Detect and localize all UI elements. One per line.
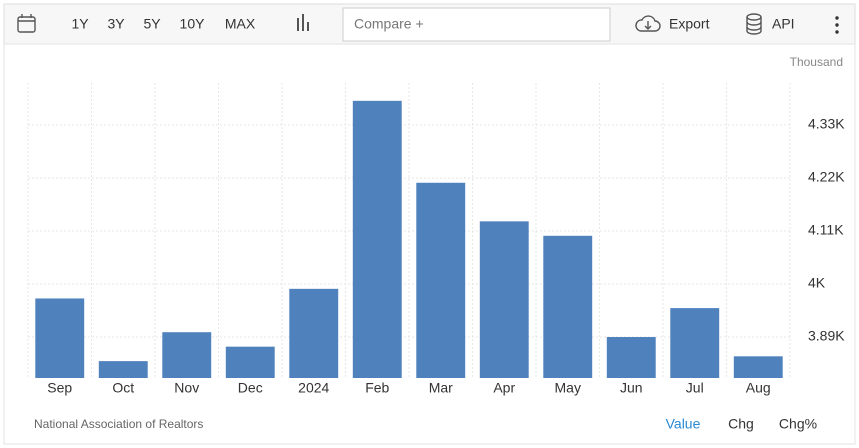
calendar-icon[interactable] xyxy=(17,14,36,33)
chart-frame xyxy=(3,43,856,445)
x-tick-label: Feb xyxy=(365,380,389,396)
bar xyxy=(416,182,466,378)
range-button[interactable]: 3Y xyxy=(107,16,125,32)
api-button[interactable]: API xyxy=(772,16,795,32)
chart-type-icon[interactable] xyxy=(297,14,309,31)
source: National Association of Realtors xyxy=(34,417,203,431)
bar xyxy=(162,332,212,378)
x-tick-label: Oct xyxy=(112,380,134,396)
export-icon[interactable] xyxy=(635,15,661,32)
bar xyxy=(606,337,656,378)
unit-label: Thousand xyxy=(790,55,843,69)
export-button[interactable]: Export xyxy=(669,16,710,32)
x-tick-label: May xyxy=(555,380,581,396)
bar xyxy=(733,356,783,378)
bar xyxy=(479,221,529,378)
x-tick-label: Apr xyxy=(493,380,515,396)
x-tick-label: Nov xyxy=(174,380,199,396)
x-tick-label: Aug xyxy=(746,380,771,396)
range-button[interactable]: 1Y xyxy=(71,16,89,32)
bar xyxy=(289,288,339,378)
bar xyxy=(98,361,148,378)
x-tick-label: Jun xyxy=(620,380,643,396)
range-button[interactable]: 5Y xyxy=(143,16,161,32)
menu-icon[interactable] xyxy=(835,16,839,34)
mode-button[interactable]: Chg% xyxy=(779,416,817,432)
api-icon[interactable] xyxy=(746,13,762,35)
bar xyxy=(670,308,720,378)
bar xyxy=(35,298,85,378)
range-button[interactable]: 10Y xyxy=(180,16,206,32)
bar xyxy=(543,235,593,378)
x-tick-label: 2024 xyxy=(298,380,329,396)
mode-button[interactable]: Value xyxy=(666,416,701,432)
x-tick-label: Sep xyxy=(47,380,72,396)
bar xyxy=(352,100,402,379)
x-tick-label: Dec xyxy=(238,380,263,396)
y-tick-label: 4.22K xyxy=(808,169,845,185)
y-tick-label: 4K xyxy=(808,275,826,291)
compare-placeholder[interactable]: Compare + xyxy=(354,16,424,32)
bar xyxy=(225,346,275,378)
mode-button[interactable]: Chg xyxy=(728,416,754,432)
y-tick-label: 4.33K xyxy=(808,116,845,132)
x-tick-label: Mar xyxy=(429,380,453,396)
compare-input[interactable] xyxy=(342,7,611,42)
x-tick-label: Jul xyxy=(686,380,704,396)
y-tick-label: 3.89K xyxy=(808,328,845,344)
range-button[interactable]: MAX xyxy=(225,16,256,32)
y-tick-label: 4.11K xyxy=(808,222,844,238)
